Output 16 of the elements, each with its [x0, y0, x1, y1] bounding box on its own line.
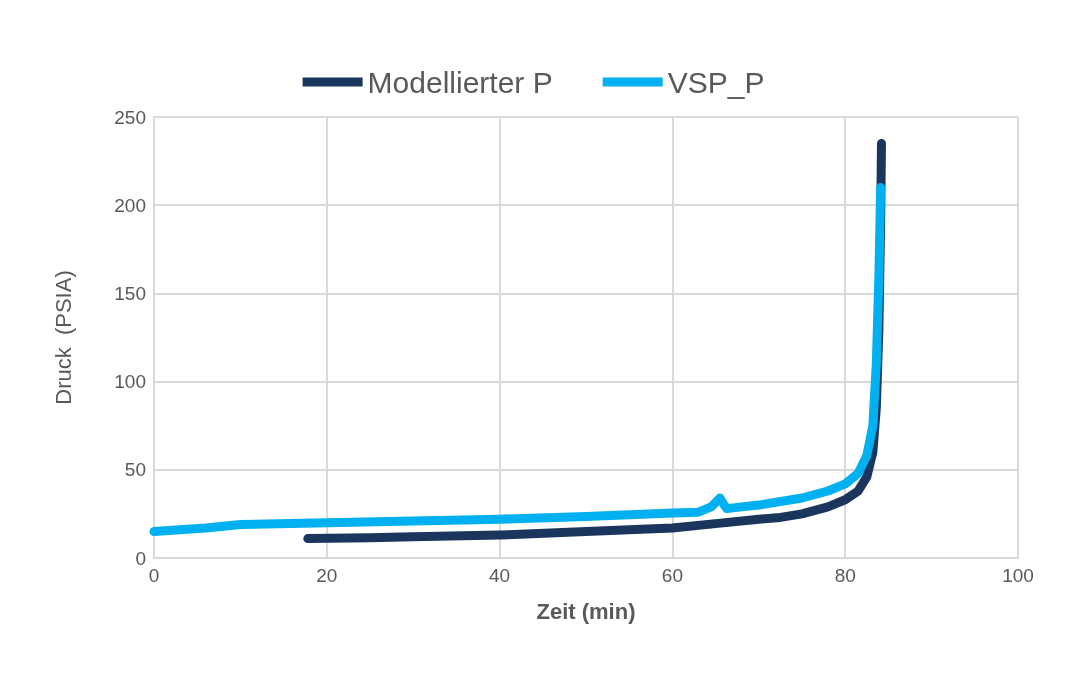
y-tick-label: 100: [114, 371, 146, 393]
y-tick-label: 50: [124, 459, 146, 481]
y-tick-label: 200: [114, 194, 146, 216]
x-tick-label: 60: [661, 565, 683, 586]
y-tick-label: 150: [114, 282, 146, 304]
y-tick-label: 0: [135, 547, 146, 569]
legend-label: Modellierter P: [367, 65, 553, 99]
x-tick-label: 0: [148, 565, 160, 586]
x-tick-label: 20: [316, 565, 338, 586]
legend-label: VSP_P: [667, 65, 765, 99]
x-tick-label: 80: [834, 565, 856, 586]
x-tick-label: 40: [489, 565, 511, 586]
y-tick-label: 250: [114, 106, 146, 128]
y-axis-title: Druck (PSIA): [50, 270, 76, 405]
x-tick-label: 100: [1002, 565, 1034, 586]
x-axis-title: Zeit (min): [536, 598, 636, 624]
